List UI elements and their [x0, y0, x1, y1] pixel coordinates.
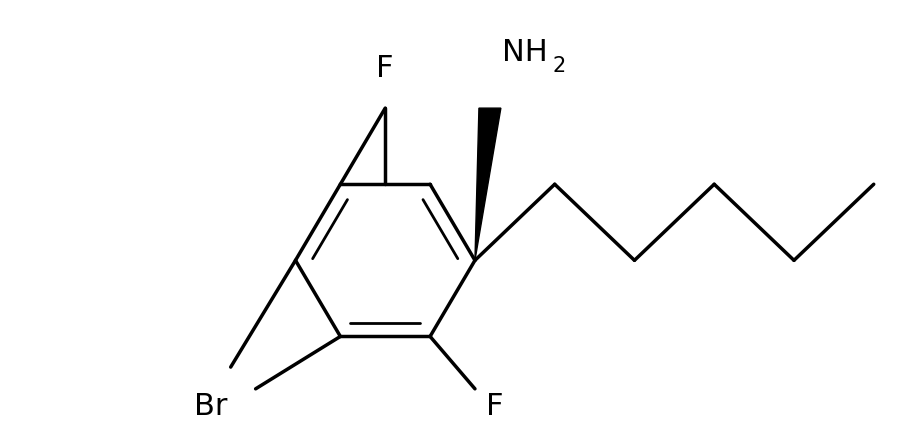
Text: Br: Br: [194, 392, 228, 421]
Text: F: F: [376, 54, 394, 83]
Text: NH: NH: [502, 38, 548, 67]
Text: 2: 2: [553, 56, 566, 76]
Polygon shape: [475, 108, 501, 260]
Text: F: F: [487, 392, 504, 421]
